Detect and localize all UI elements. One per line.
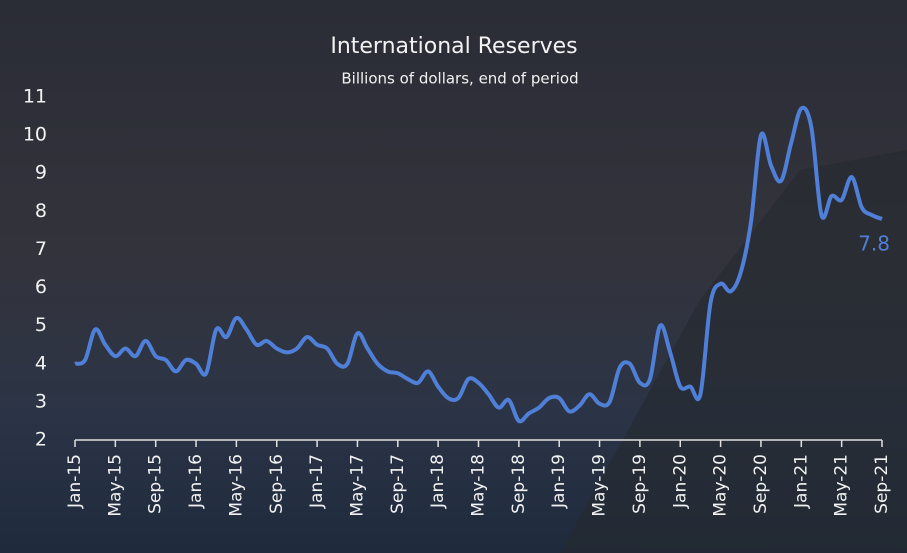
x-tick-label: May-20 xyxy=(711,454,731,517)
y-tick-label: 10 xyxy=(23,124,47,146)
x-tick-label: Sep-18 xyxy=(509,454,529,514)
y-tick-label: 8 xyxy=(35,200,47,222)
y-tick-label: 9 xyxy=(35,162,47,184)
x-tick-label: Sep-15 xyxy=(146,454,166,514)
x-tick-label: May-21 xyxy=(832,454,852,517)
x-tick-label: Jan-16 xyxy=(186,454,206,509)
background-hill xyxy=(560,150,907,553)
y-tick-label: 4 xyxy=(35,352,47,374)
y-tick-label: 2 xyxy=(35,429,47,451)
x-tick-label: Sep-20 xyxy=(751,454,771,514)
x-tick-label: Jan-17 xyxy=(307,454,327,509)
x-tick-label: Jan-20 xyxy=(670,454,690,509)
data-label: 7.8 xyxy=(858,231,890,255)
y-tick-label: 6 xyxy=(35,276,47,298)
x-tick-label: Jan-15 xyxy=(65,454,85,509)
x-tick-label: May-18 xyxy=(469,454,489,517)
y-tick-label: 3 xyxy=(35,390,47,412)
chart-subtitle: Billions of dollars, end of period xyxy=(341,70,578,88)
x-tick-label: Jan-18 xyxy=(428,454,448,509)
y-tick-label: 7 xyxy=(35,238,47,260)
y-tick-label: 11 xyxy=(23,86,47,108)
data-line xyxy=(74,105,883,424)
x-tick-label: May-17 xyxy=(347,454,367,517)
x-tick-label: Sep-17 xyxy=(388,454,408,514)
x-tick-label: Sep-21 xyxy=(872,454,892,514)
x-tick-label: May-16 xyxy=(226,454,246,517)
x-tick-label: May-15 xyxy=(105,454,125,517)
chart-title: International Reserves xyxy=(330,34,577,59)
x-tick-label: Jan-21 xyxy=(791,454,811,509)
y-tick-label: 5 xyxy=(35,314,47,336)
x-tick-label: Sep-19 xyxy=(630,454,650,514)
x-tick-label: Sep-16 xyxy=(267,454,287,514)
x-tick-label: Jan-19 xyxy=(549,454,569,509)
x-tick-label: May-19 xyxy=(590,454,610,517)
